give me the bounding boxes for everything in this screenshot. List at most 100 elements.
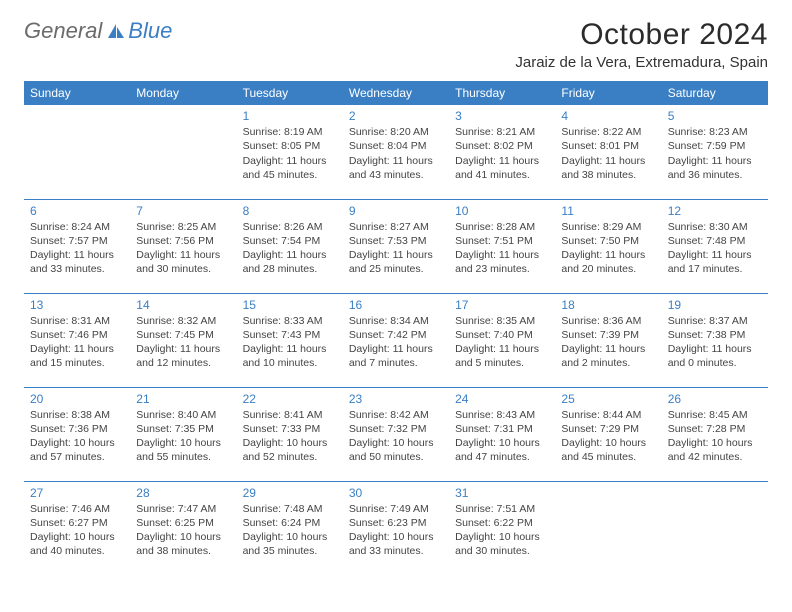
sunrise-line: Sunrise: 7:49 AM [349,502,443,516]
day-number: 4 [561,108,655,124]
daylight-line: Daylight: 10 hours and 42 minutes. [668,436,762,464]
calendar-cell: 6Sunrise: 8:24 AMSunset: 7:57 PMDaylight… [24,199,130,293]
sunrise-line: Sunrise: 8:36 AM [561,314,655,328]
sunset-line: Sunset: 7:50 PM [561,234,655,248]
sunset-line: Sunset: 7:54 PM [243,234,337,248]
calendar-cell: 23Sunrise: 8:42 AMSunset: 7:32 PMDayligh… [343,387,449,481]
day-number: 8 [243,203,337,219]
logo-text-1: General [24,18,102,44]
day-number: 10 [455,203,549,219]
sunset-line: Sunset: 7:29 PM [561,422,655,436]
day-number: 20 [30,391,124,407]
sunrise-line: Sunrise: 8:25 AM [136,220,230,234]
calendar-row: 27Sunrise: 7:46 AMSunset: 6:27 PMDayligh… [24,481,768,575]
daylight-line: Daylight: 11 hours and 23 minutes. [455,248,549,276]
daylight-line: Daylight: 11 hours and 28 minutes. [243,248,337,276]
calendar-cell: 17Sunrise: 8:35 AMSunset: 7:40 PMDayligh… [449,293,555,387]
calendar-row: 6Sunrise: 8:24 AMSunset: 7:57 PMDaylight… [24,199,768,293]
calendar-row: 1Sunrise: 8:19 AMSunset: 8:05 PMDaylight… [24,105,768,199]
sunrise-line: Sunrise: 8:44 AM [561,408,655,422]
sunset-line: Sunset: 7:28 PM [668,422,762,436]
weekday-header-row: Sunday Monday Tuesday Wednesday Thursday… [24,81,768,105]
day-number: 15 [243,297,337,313]
title-block: October 2024 Jaraiz de la Vera, Extremad… [515,18,768,71]
calendar-cell: 10Sunrise: 8:28 AMSunset: 7:51 PMDayligh… [449,199,555,293]
day-number: 24 [455,391,549,407]
daylight-line: Daylight: 10 hours and 50 minutes. [349,436,443,464]
day-number: 22 [243,391,337,407]
daylight-line: Daylight: 10 hours and 38 minutes. [136,530,230,558]
sunrise-line: Sunrise: 8:34 AM [349,314,443,328]
calendar-cell: 5Sunrise: 8:23 AMSunset: 7:59 PMDaylight… [662,105,768,199]
calendar-cell: 27Sunrise: 7:46 AMSunset: 6:27 PMDayligh… [24,481,130,575]
sunset-line: Sunset: 7:46 PM [30,328,124,342]
sunrise-line: Sunrise: 8:30 AM [668,220,762,234]
sunset-line: Sunset: 7:31 PM [455,422,549,436]
logo-sail-icon [106,22,126,40]
sunrise-line: Sunrise: 8:45 AM [668,408,762,422]
day-number: 29 [243,485,337,501]
calendar-cell: 9Sunrise: 8:27 AMSunset: 7:53 PMDaylight… [343,199,449,293]
calendar-cell: 25Sunrise: 8:44 AMSunset: 7:29 PMDayligh… [555,387,661,481]
calendar-cell: 31Sunrise: 7:51 AMSunset: 6:22 PMDayligh… [449,481,555,575]
weekday-header: Wednesday [343,81,449,105]
day-number: 6 [30,203,124,219]
daylight-line: Daylight: 11 hours and 10 minutes. [243,342,337,370]
calendar-cell: 18Sunrise: 8:36 AMSunset: 7:39 PMDayligh… [555,293,661,387]
sunset-line: Sunset: 6:25 PM [136,516,230,530]
daylight-line: Daylight: 11 hours and 20 minutes. [561,248,655,276]
calendar-cell [555,481,661,575]
day-number: 31 [455,485,549,501]
sunset-line: Sunset: 7:42 PM [349,328,443,342]
sunrise-line: Sunrise: 8:33 AM [243,314,337,328]
calendar-row: 20Sunrise: 8:38 AMSunset: 7:36 PMDayligh… [24,387,768,481]
sunrise-line: Sunrise: 8:27 AM [349,220,443,234]
sunset-line: Sunset: 6:27 PM [30,516,124,530]
sunrise-line: Sunrise: 8:26 AM [243,220,337,234]
calendar-cell: 24Sunrise: 8:43 AMSunset: 7:31 PMDayligh… [449,387,555,481]
sunset-line: Sunset: 7:51 PM [455,234,549,248]
daylight-line: Daylight: 11 hours and 33 minutes. [30,248,124,276]
sunrise-line: Sunrise: 8:43 AM [455,408,549,422]
sunset-line: Sunset: 7:39 PM [561,328,655,342]
daylight-line: Daylight: 11 hours and 30 minutes. [136,248,230,276]
daylight-line: Daylight: 11 hours and 36 minutes. [668,154,762,182]
weekday-header: Friday [555,81,661,105]
sunrise-line: Sunrise: 8:28 AM [455,220,549,234]
calendar-cell: 15Sunrise: 8:33 AMSunset: 7:43 PMDayligh… [237,293,343,387]
sunset-line: Sunset: 8:02 PM [455,139,549,153]
daylight-line: Daylight: 11 hours and 38 minutes. [561,154,655,182]
daylight-line: Daylight: 10 hours and 35 minutes. [243,530,337,558]
day-number: 19 [668,297,762,313]
sunrise-line: Sunrise: 8:19 AM [243,125,337,139]
sunset-line: Sunset: 6:22 PM [455,516,549,530]
daylight-line: Daylight: 11 hours and 0 minutes. [668,342,762,370]
calendar-cell: 26Sunrise: 8:45 AMSunset: 7:28 PMDayligh… [662,387,768,481]
daylight-line: Daylight: 11 hours and 7 minutes. [349,342,443,370]
sunset-line: Sunset: 7:57 PM [30,234,124,248]
sunrise-line: Sunrise: 8:21 AM [455,125,549,139]
sunrise-line: Sunrise: 8:23 AM [668,125,762,139]
calendar-cell [130,105,236,199]
weekday-header: Monday [130,81,236,105]
sunrise-line: Sunrise: 8:22 AM [561,125,655,139]
sunset-line: Sunset: 6:23 PM [349,516,443,530]
calendar-cell: 2Sunrise: 8:20 AMSunset: 8:04 PMDaylight… [343,105,449,199]
daylight-line: Daylight: 11 hours and 15 minutes. [30,342,124,370]
daylight-line: Daylight: 10 hours and 55 minutes. [136,436,230,464]
sunrise-line: Sunrise: 8:41 AM [243,408,337,422]
sunrise-line: Sunrise: 8:40 AM [136,408,230,422]
calendar-cell: 11Sunrise: 8:29 AMSunset: 7:50 PMDayligh… [555,199,661,293]
sunrise-line: Sunrise: 8:35 AM [455,314,549,328]
calendar-cell: 8Sunrise: 8:26 AMSunset: 7:54 PMDaylight… [237,199,343,293]
logo: General Blue [24,18,172,44]
calendar-cell [662,481,768,575]
sunset-line: Sunset: 7:35 PM [136,422,230,436]
daylight-line: Daylight: 11 hours and 12 minutes. [136,342,230,370]
sunset-line: Sunset: 8:05 PM [243,139,337,153]
calendar-cell: 28Sunrise: 7:47 AMSunset: 6:25 PMDayligh… [130,481,236,575]
day-number: 5 [668,108,762,124]
sunset-line: Sunset: 8:01 PM [561,139,655,153]
sunrise-line: Sunrise: 8:37 AM [668,314,762,328]
sunrise-line: Sunrise: 7:51 AM [455,502,549,516]
